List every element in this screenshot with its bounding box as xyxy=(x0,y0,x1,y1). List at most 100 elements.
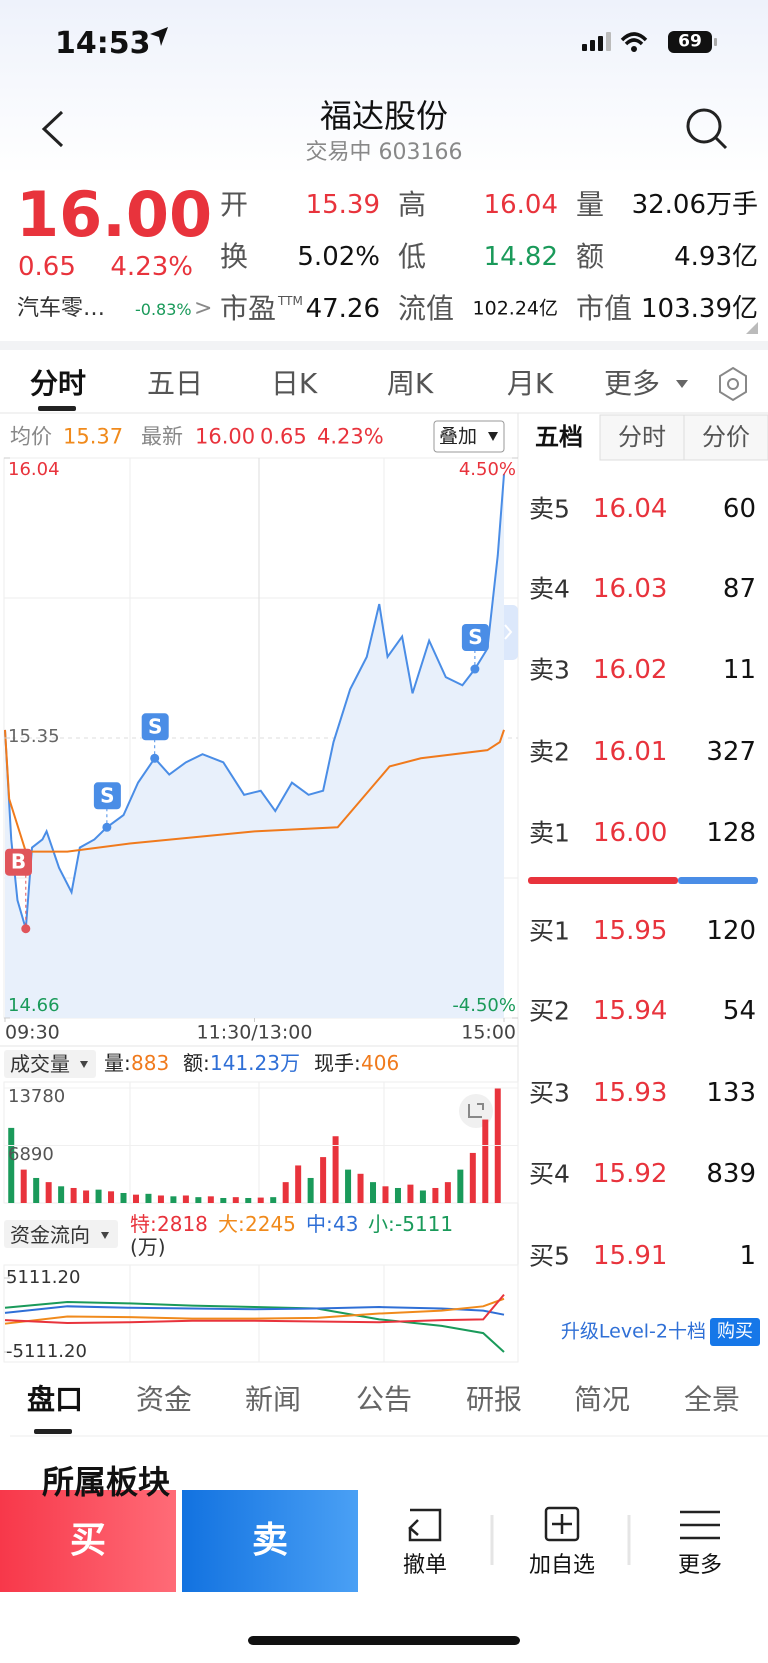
expand-button[interactable] xyxy=(459,1094,493,1128)
section-tab[interactable]: 公告 xyxy=(355,1383,413,1416)
stat-label: 开 xyxy=(220,188,249,221)
stat-label: 市值 xyxy=(576,292,633,325)
sector-change: -0.83% xyxy=(135,300,192,319)
settings-icon[interactable] xyxy=(719,366,747,402)
add-watch-label[interactable]: 加自选 xyxy=(528,1553,596,1578)
order-tab[interactable]: 分时 xyxy=(618,423,666,451)
section-tab[interactable]: 新闻 xyxy=(244,1383,302,1416)
buy-level2-button[interactable] xyxy=(710,1318,760,1346)
volume-bar xyxy=(170,1196,177,1203)
cancel-icon[interactable] xyxy=(408,1508,442,1542)
home-indicator xyxy=(248,1636,520,1645)
volume-bar xyxy=(345,1169,352,1203)
buy-button[interactable] xyxy=(0,1490,176,1592)
latest-change: 0.65 xyxy=(260,424,307,449)
fund-unit: (万) xyxy=(130,1235,166,1259)
order-qty: 54 xyxy=(722,996,756,1026)
order-qty: 128 xyxy=(706,818,756,848)
level2-upgrade[interactable]: 升级Level-2十档 xyxy=(560,1320,706,1343)
x-tick-label: 15:00 xyxy=(461,1021,516,1044)
dropdown-arrow xyxy=(676,380,688,388)
volume-bar xyxy=(70,1187,77,1203)
order-tab[interactable]: 分价 xyxy=(702,423,750,451)
back-icon[interactable] xyxy=(41,110,64,148)
chart-tab[interactable]: 日K xyxy=(270,367,318,400)
volume-tick-label: 6890 xyxy=(8,1143,54,1165)
fund-stat-label: 小: xyxy=(368,1212,395,1236)
volume-label[interactable]: 成交量 xyxy=(10,1052,70,1076)
section-tab[interactable]: 资金 xyxy=(135,1383,193,1416)
more-icon[interactable] xyxy=(680,1510,720,1540)
volume-bar xyxy=(108,1191,115,1203)
overlay-button[interactable] xyxy=(433,420,505,453)
chart-tab[interactable]: 五日 xyxy=(146,367,204,400)
volume-bar xyxy=(257,1197,264,1203)
add-watch-icon[interactable] xyxy=(544,1506,580,1542)
order-qty: 11 xyxy=(722,655,756,685)
sell-label[interactable]: 卖 xyxy=(251,1520,289,1561)
volume-selector[interactable] xyxy=(4,1050,96,1078)
price-change-pct: 4.23% xyxy=(110,252,193,282)
chart-tab[interactable]: 月K xyxy=(506,367,554,400)
volume-bar xyxy=(145,1193,152,1203)
latest-label: 最新 xyxy=(141,424,183,449)
stat-value: 14.82 xyxy=(483,242,558,272)
stat-value: 4.93亿 xyxy=(674,242,758,272)
chart-tab[interactable]: 周K xyxy=(386,367,434,400)
volume-bar xyxy=(332,1136,339,1203)
volume-bar xyxy=(444,1182,451,1203)
volume-bar xyxy=(457,1169,464,1203)
chart-tab[interactable]: 更多 xyxy=(603,367,661,400)
more-label[interactable]: 更多 xyxy=(677,1553,723,1578)
stock-name: 福达股份 xyxy=(319,97,449,135)
order-qty: 87 xyxy=(722,574,756,604)
sell-button[interactable] xyxy=(182,1490,358,1592)
sector-name[interactable]: 汽车零… xyxy=(17,296,106,321)
chart-tab[interactable]: 分时 xyxy=(29,367,87,400)
fund-line xyxy=(4,1300,505,1353)
tab-underline xyxy=(38,406,76,411)
order-level: 卖3 xyxy=(529,655,570,685)
order-price: 16.01 xyxy=(593,737,668,767)
sector-arrow: > xyxy=(194,296,213,321)
stat-value: 102.24亿 xyxy=(472,297,558,320)
volume-bar xyxy=(33,1177,40,1203)
fund-tick-label: -5111.20 xyxy=(6,1341,87,1362)
buy-level2-label[interactable]: 购买 xyxy=(717,1321,753,1342)
overlay-label[interactable]: 叠加 xyxy=(439,425,478,448)
volume-bar xyxy=(58,1186,65,1203)
order-price: 16.04 xyxy=(593,494,668,524)
volume-bar xyxy=(232,1197,239,1203)
fund-selector[interactable] xyxy=(4,1220,118,1248)
volume-bar xyxy=(132,1194,139,1203)
search-icon[interactable] xyxy=(686,108,722,144)
order-level: 卖1 xyxy=(529,818,570,848)
section-tab[interactable]: 盘口 xyxy=(26,1383,84,1416)
x-tick-label: 09:30 xyxy=(5,1021,60,1044)
order-price: 15.91 xyxy=(593,1241,668,1271)
y-tick-label: 16.04 xyxy=(8,459,60,480)
buy-label[interactable]: 买 xyxy=(69,1520,107,1561)
section-tab[interactable]: 研报 xyxy=(465,1383,523,1416)
order-tab[interactable]: 五档 xyxy=(535,423,583,451)
volume-bar xyxy=(20,1169,27,1203)
volume-bar xyxy=(8,1127,15,1203)
wifi-icon xyxy=(620,32,648,46)
bid-ratio-bar xyxy=(678,877,758,884)
order-price: 15.92 xyxy=(593,1159,668,1189)
fund-label[interactable]: 资金流向 xyxy=(10,1223,90,1247)
volume-bar xyxy=(307,1177,314,1203)
volume-bar xyxy=(270,1197,277,1203)
stat-label: 换 xyxy=(220,240,249,273)
fund-tick-label: 5111.20 xyxy=(6,1267,81,1288)
cancel-label[interactable]: 撤单 xyxy=(402,1553,448,1578)
section-tab[interactable]: 全景 xyxy=(683,1383,741,1416)
marker-label: B xyxy=(11,850,26,874)
volume-bar xyxy=(245,1197,252,1203)
volume-stat-label: 额: xyxy=(183,1051,210,1075)
fund-line xyxy=(4,1293,505,1324)
order-price: 15.95 xyxy=(593,916,668,946)
order-level: 买1 xyxy=(529,916,570,946)
section-tab[interactable]: 简况 xyxy=(573,1383,631,1416)
order-level: 买5 xyxy=(529,1241,570,1271)
